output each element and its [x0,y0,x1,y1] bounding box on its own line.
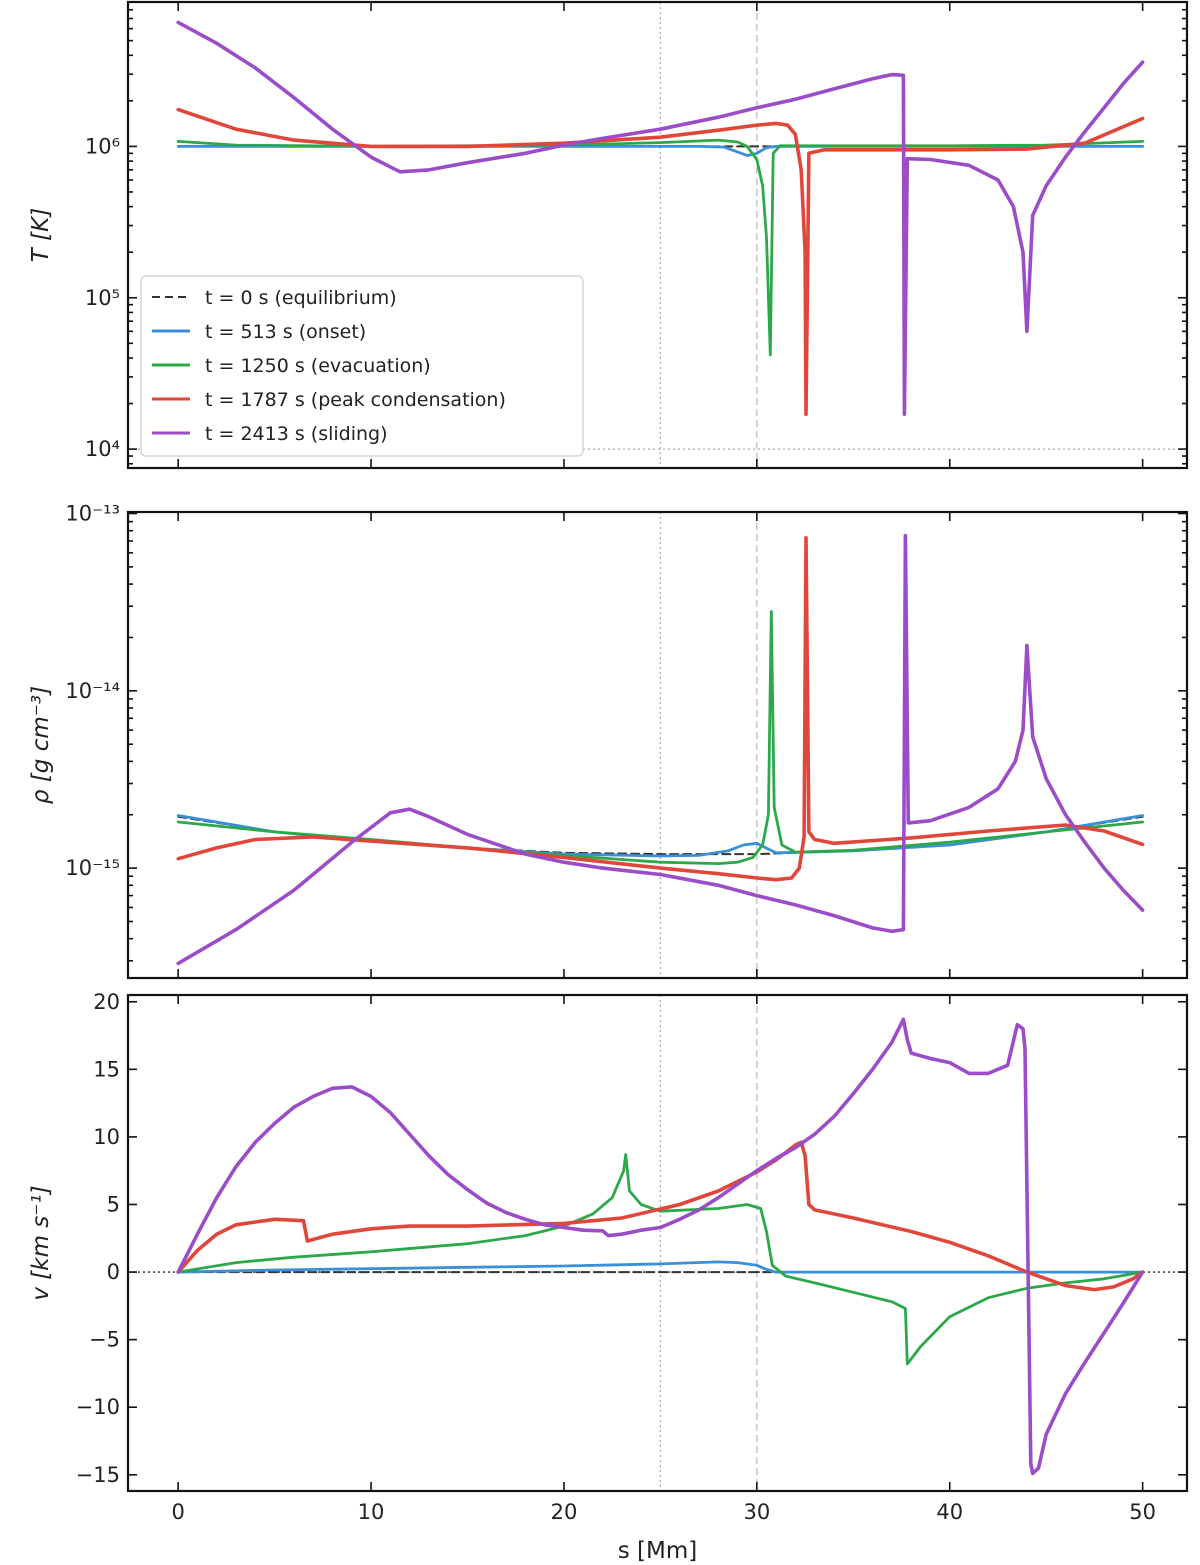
x-tick-label: 20 [551,1500,578,1524]
y-tick-label: 20 [93,990,120,1014]
y-tick-label: −10 [76,1395,120,1419]
legend-entry-t-1250-s-evacuation: t = 1250 s (evacuation) [205,355,431,377]
legend: t = 0 s (equilibrium) t = 513 s (onset) t … [140,275,584,457]
y-tick-label: 10⁴ [85,437,120,461]
y-tick-label: 10⁻¹³ [65,502,120,526]
y-tick-label: 0 [107,1260,120,1284]
x-tick-label: 40 [936,1500,963,1524]
y-tick-label: 10⁻¹⁵ [65,856,120,880]
y-tick-label: 15 [93,1057,120,1081]
series-line-t-2413-s-sliding [176,20,1145,416]
legend-entry-t-1787-s-peak-condensation: t = 1787 s (peak condensation) [205,389,506,411]
series-line-t-1787-s-peak-condensation [176,536,1145,882]
plot-frame [126,0,1189,470]
y-tick-label: 10⁶ [85,134,120,158]
legend-entry-t-2413-s-sliding: t = 2413 s (sliding) [205,423,388,445]
x-tick-label: 30 [743,1500,770,1524]
legend-box [140,275,584,457]
y-tick-label: −15 [76,1463,120,1487]
series-group [176,533,1145,966]
y-tick-label: 5 [107,1192,120,1216]
y-tick-label: 10 [93,1125,120,1149]
y-tick-label: 10⁻¹⁴ [65,679,120,703]
series-line-t-1787-s-peak-condensation [176,107,1145,416]
x-axis-label: s [Mm] [618,1538,698,1564]
legend-entry-t-0-s-equilibrium: t = 0 s (equilibrium) [205,287,397,309]
y-axis-label: v [km s⁻¹] [28,1185,54,1300]
series-line-t-2413-s-sliding [176,1017,1145,1476]
legend-entry-t-513-s-onset: t = 513 s (onset) [205,321,366,343]
x-tick-label: 10 [358,1500,385,1524]
x-tick-label: 0 [171,1500,184,1524]
plot-frame [126,510,1189,980]
velocity-panel: −15 −10 −5 0 5 10 15 20 0 10 20 30 40 50 v [km s⁻¹] s [… [28,990,1189,1564]
series-line-t-513-s-onset [176,1260,1144,1274]
temperature-panel: 10⁴ 10⁵ 10⁶ T [K] t = 0 s (equilibrium) t = 5… [28,0,1189,470]
y-axis-label: T [K] [28,208,54,262]
series-group [176,1017,1145,1476]
y-tick-label: 10⁵ [85,286,120,310]
x-tick-label: 50 [1129,1500,1156,1524]
series-line-t-1250-s-evacuation [176,1153,1144,1366]
series-group [176,20,1145,416]
y-tick-label: −5 [89,1328,120,1352]
series-line-t-2413-s-sliding [176,533,1145,966]
density-panel: 10⁻¹⁵ 10⁻¹⁴ 10⁻¹³ ρ [g cm⁻³] [28,502,1189,980]
y-axis-label: ρ [g cm⁻³] [28,686,54,804]
plot-frame [126,993,1189,1493]
